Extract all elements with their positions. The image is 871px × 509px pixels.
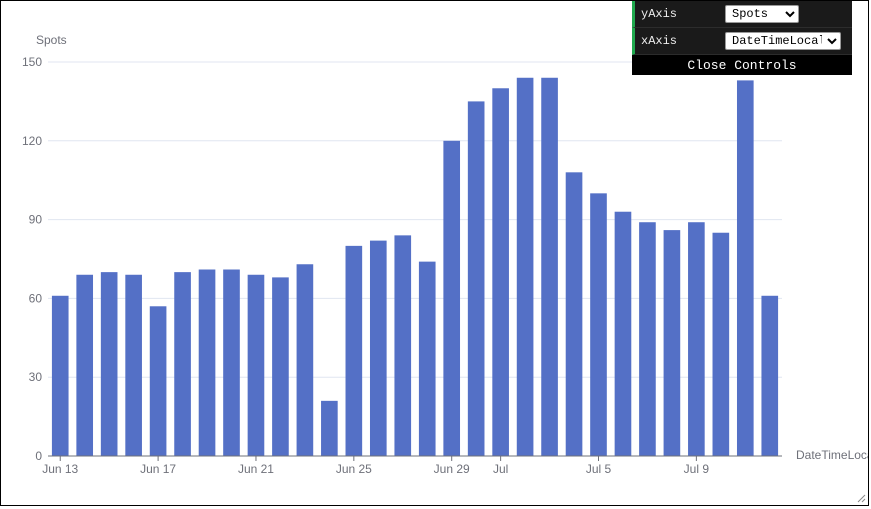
bar [149, 306, 167, 456]
x-axis: Jun 13 Jun 17 Jun 21 Jun 25 Jun 29 Jul Jul 5 Ju… [42, 455, 782, 476]
bar [712, 232, 730, 456]
y-tick-label: 60 [29, 291, 43, 305]
x-tick-label: Jun 29 [434, 462, 470, 476]
bar [736, 80, 754, 457]
bar [394, 235, 412, 456]
y-axis-label: Spots [36, 33, 67, 47]
x-tick-label: Jun 25 [336, 462, 372, 476]
bar [247, 274, 265, 456]
bar [296, 264, 314, 456]
bar [590, 193, 607, 457]
x-tick-label: Jun 17 [140, 462, 176, 476]
x-tick-label: Jul [493, 462, 508, 476]
y-tick-label: 150 [22, 55, 42, 69]
close-controls-button[interactable]: Close Controls [632, 55, 852, 75]
x-tick-label: Jul 9 [684, 462, 710, 476]
y-axis-select[interactable]: Spots [725, 5, 799, 23]
bar [639, 222, 656, 456]
y-tick-label: 120 [22, 134, 42, 148]
x-axis-label: DateTimeLocal [796, 448, 868, 462]
bars [51, 77, 779, 457]
bar [516, 77, 534, 456]
bar [174, 272, 191, 456]
y-axis-control-row: yAxis Spots [632, 1, 852, 28]
bar [418, 261, 436, 456]
bar [100, 272, 118, 456]
bar [492, 88, 509, 457]
y-tick-label: 30 [29, 370, 43, 384]
bar [761, 295, 779, 456]
resize-grip-icon[interactable] [856, 493, 866, 503]
x-axis-control-row: xAxis DateTimeLocal [632, 28, 852, 55]
bar [614, 211, 632, 456]
bar [369, 240, 387, 456]
y-tick-label: 90 [29, 213, 43, 227]
x-tick-label: Jul 5 [586, 462, 612, 476]
bar [565, 172, 583, 456]
bar [443, 140, 461, 457]
x-axis-select[interactable]: DateTimeLocal [725, 32, 841, 50]
x-tick-label: Jun 13 [42, 462, 78, 476]
bar [467, 101, 485, 457]
bar [76, 274, 94, 456]
bar [198, 269, 216, 456]
x-tick-label: Jun 21 [238, 462, 274, 476]
y-axis: 0 30 60 90 120 150 [22, 55, 42, 463]
bar [345, 245, 363, 456]
y-tick-label: 0 [35, 449, 42, 463]
bar [663, 230, 681, 456]
x-axis-control-label: xAxis [641, 34, 678, 48]
bar [272, 277, 289, 456]
bar [125, 274, 142, 456]
bar [51, 295, 69, 456]
bar [688, 222, 705, 456]
grid-lines [48, 61, 782, 378]
controls-panel: yAxis Spots xAxis DateTimeLocal Close Co… [632, 1, 852, 75]
y-axis-control-label: yAxis [641, 7, 678, 21]
bar [541, 77, 558, 456]
bar [321, 400, 338, 456]
bar [223, 269, 240, 456]
